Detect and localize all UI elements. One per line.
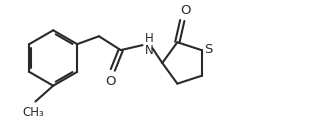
Text: S: S bbox=[204, 43, 212, 56]
Text: O: O bbox=[106, 75, 116, 88]
Text: O: O bbox=[180, 4, 190, 16]
Text: CH₃: CH₃ bbox=[23, 107, 44, 119]
Text: H
N: H N bbox=[144, 32, 153, 57]
